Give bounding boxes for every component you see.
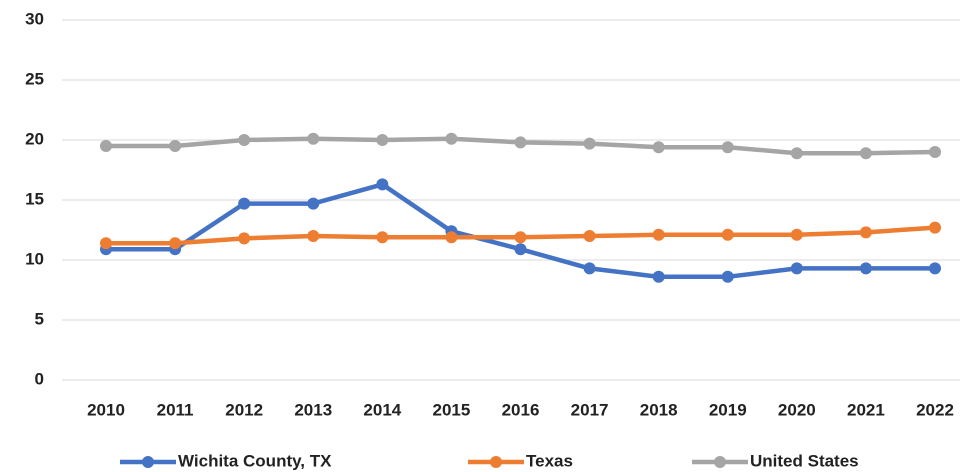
legend-label: United States [750,451,859,470]
point [929,146,941,158]
x-tick-label: 2016 [502,400,540,419]
point [652,270,665,283]
point [790,228,803,241]
point [652,141,665,154]
legend-marker [714,456,726,468]
point [514,136,527,149]
point [790,147,803,160]
y-tick-label: 25 [25,69,44,88]
point [376,231,389,244]
point [721,270,734,283]
point [583,137,596,150]
y-tick-label: 30 [25,9,44,28]
x-tick-label: 2022 [916,400,954,419]
x-tick-label: 2015 [433,400,471,419]
x-tick-label: 2010 [87,400,125,419]
x-tick-label: 2018 [640,400,678,419]
point [721,228,734,241]
point [169,140,182,152]
point [238,197,251,210]
x-tick-label: 2021 [847,400,885,419]
y-tick-label: 15 [25,189,44,208]
y-tick-label: 5 [35,309,44,328]
point [929,262,941,275]
x-tick-label: 2017 [571,400,609,419]
x-tick-label: 2012 [225,400,263,419]
point [307,132,320,145]
legend-marker [490,456,502,468]
point [376,178,389,191]
point [238,232,251,245]
point [169,237,182,250]
point [859,226,872,239]
legend-label: Wichita County, TX [178,451,332,470]
point [307,230,320,242]
legend-marker [142,456,154,468]
point [238,134,251,146]
x-tick-label: 2014 [363,400,401,419]
point [514,231,527,244]
point [445,231,458,244]
point [583,262,596,275]
point [100,140,112,152]
y-tick-label: 20 [25,129,44,148]
point [929,221,941,234]
y-tick-label: 10 [25,249,44,268]
point [445,132,458,145]
point [100,237,112,250]
point [583,230,596,242]
series-line [106,182,935,280]
x-tick-label: 2019 [709,400,747,419]
point [859,147,872,160]
point [652,228,665,241]
point [859,262,872,275]
x-tick-label: 2011 [157,400,194,419]
point [790,262,803,275]
x-tick-label: 2020 [778,400,816,419]
y-tick-label: 0 [35,369,44,388]
x-tick-label: 2013 [294,400,332,419]
point [514,243,527,256]
point [307,197,320,210]
legend-label: Texas [526,451,573,470]
point [376,134,389,146]
point [721,141,734,154]
